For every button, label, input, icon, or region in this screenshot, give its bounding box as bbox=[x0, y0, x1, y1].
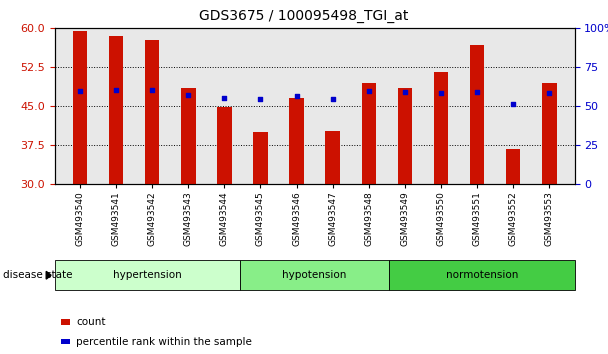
Point bbox=[111, 87, 121, 92]
Text: normotension: normotension bbox=[446, 270, 518, 280]
Point bbox=[436, 90, 446, 96]
Bar bbox=[289, 98, 304, 184]
Bar bbox=[362, 83, 376, 184]
Point bbox=[255, 97, 265, 102]
Bar bbox=[506, 149, 520, 184]
Point bbox=[328, 97, 337, 102]
Bar bbox=[217, 107, 232, 184]
Point bbox=[184, 92, 193, 98]
Bar bbox=[542, 83, 556, 184]
Bar bbox=[73, 31, 87, 184]
Point bbox=[292, 93, 302, 99]
Bar bbox=[325, 131, 340, 184]
Point bbox=[472, 89, 482, 95]
Point bbox=[219, 96, 229, 101]
Point bbox=[544, 90, 554, 96]
Text: percentile rank within the sample: percentile rank within the sample bbox=[76, 337, 252, 347]
Bar bbox=[145, 40, 159, 184]
Point bbox=[508, 101, 518, 107]
Bar bbox=[109, 36, 123, 184]
Point bbox=[400, 89, 410, 95]
Bar bbox=[254, 132, 268, 184]
Text: GDS3675 / 100095498_TGI_at: GDS3675 / 100095498_TGI_at bbox=[199, 9, 409, 23]
Bar bbox=[434, 73, 448, 184]
Text: disease state: disease state bbox=[3, 270, 72, 280]
Bar bbox=[398, 88, 412, 184]
Point bbox=[147, 87, 157, 93]
Point bbox=[75, 88, 85, 93]
Text: hypotension: hypotension bbox=[283, 270, 347, 280]
Text: hypertension: hypertension bbox=[113, 270, 182, 280]
Text: count: count bbox=[76, 317, 106, 327]
Bar bbox=[470, 45, 485, 184]
Bar bbox=[181, 88, 196, 184]
Point bbox=[364, 88, 374, 93]
